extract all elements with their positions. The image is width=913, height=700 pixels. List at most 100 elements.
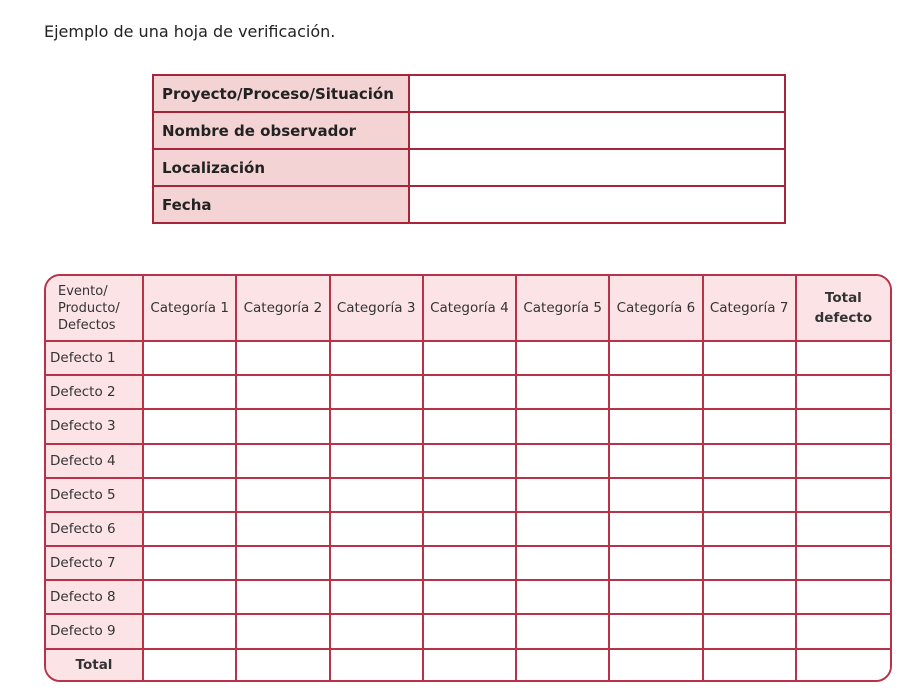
tally-cell[interactable] — [330, 615, 424, 650]
defect-label: Defecto 5 — [46, 478, 144, 513]
tally-cell[interactable] — [610, 376, 704, 411]
tally-cell[interactable] — [517, 478, 611, 513]
tally-cell[interactable] — [517, 376, 611, 411]
total-header-line: defecto — [814, 310, 873, 326]
tally-cell[interactable] — [423, 615, 517, 650]
tally-cell[interactable] — [517, 615, 611, 650]
tally-cell[interactable] — [330, 547, 424, 582]
tally-cell[interactable] — [796, 615, 890, 650]
corner-header-line: Evento/ — [58, 283, 108, 299]
tally-cell[interactable] — [237, 376, 331, 411]
tally-cell[interactable] — [423, 376, 517, 411]
tally-cell[interactable] — [423, 512, 517, 548]
tally-cell[interactable] — [517, 649, 611, 680]
category-header: Categoría 4 — [423, 276, 517, 342]
info-value-field[interactable] — [408, 185, 786, 224]
tally-cell[interactable] — [517, 547, 611, 582]
tally-cell[interactable] — [796, 478, 890, 513]
info-row: Fecha — [152, 185, 786, 224]
tally-cell[interactable] — [703, 376, 797, 411]
tally-cell[interactable] — [610, 342, 704, 377]
tally-cell[interactable] — [237, 512, 331, 548]
tally-cell[interactable] — [517, 342, 611, 377]
tally-cell[interactable] — [144, 547, 238, 582]
tally-cell[interactable] — [330, 581, 424, 616]
tally-cell[interactable] — [796, 649, 890, 680]
tally-cell[interactable] — [237, 615, 331, 650]
tally-cell[interactable] — [610, 581, 704, 616]
tally-cell[interactable] — [423, 410, 517, 445]
tally-cell[interactable] — [517, 410, 611, 445]
tally-cell[interactable] — [703, 444, 797, 479]
tally-cell[interactable] — [703, 478, 797, 513]
tally-cell[interactable] — [330, 444, 424, 479]
total-row: Total — [46, 649, 890, 680]
tally-cell[interactable] — [144, 376, 238, 411]
tally-cell[interactable] — [144, 478, 238, 513]
tally-cell[interactable] — [330, 478, 424, 513]
tally-cell[interactable] — [423, 547, 517, 582]
tally-cell[interactable] — [144, 512, 238, 548]
tally-cell[interactable] — [703, 410, 797, 445]
tally-cell[interactable] — [796, 547, 890, 582]
table-row: Defecto 6 — [46, 512, 890, 548]
defect-label: Defecto 1 — [46, 342, 144, 377]
tally-cell[interactable] — [330, 649, 424, 680]
tally-cell[interactable] — [423, 581, 517, 616]
tally-cell[interactable] — [330, 512, 424, 548]
tally-cell[interactable] — [330, 342, 424, 377]
tally-cell[interactable] — [237, 342, 331, 377]
tally-cell[interactable] — [796, 444, 890, 479]
tally-cell[interactable] — [610, 615, 704, 650]
tally-cell[interactable] — [237, 649, 331, 680]
tally-cell[interactable] — [517, 581, 611, 616]
tally-cell[interactable] — [144, 444, 238, 479]
tally-cell[interactable] — [144, 615, 238, 650]
tally-cell[interactable] — [144, 410, 238, 445]
check-sheet-table: Evento/Producto/Defectos Categoría 1 Categ… — [44, 274, 892, 682]
tally-cell[interactable] — [330, 376, 424, 411]
tally-cell[interactable] — [144, 342, 238, 377]
tally-cell[interactable] — [423, 478, 517, 513]
tally-cell[interactable] — [703, 342, 797, 377]
tally-cell[interactable] — [796, 376, 890, 411]
tally-cell[interactable] — [610, 512, 704, 548]
tally-cell[interactable] — [610, 444, 704, 479]
tally-cell[interactable] — [610, 649, 704, 680]
info-row: Localización — [152, 148, 786, 187]
tally-cell[interactable] — [703, 581, 797, 616]
tally-cell[interactable] — [237, 444, 331, 479]
tally-cell[interactable] — [703, 512, 797, 548]
total-label: Total — [46, 649, 144, 680]
category-header: Categoría 1 — [144, 276, 238, 342]
tally-cell[interactable] — [423, 342, 517, 377]
tally-cell[interactable] — [796, 512, 890, 548]
tally-cell[interactable] — [237, 581, 331, 616]
info-label: Nombre de observador — [152, 111, 410, 150]
tally-cell[interactable] — [796, 410, 890, 445]
info-value-field[interactable] — [408, 148, 786, 187]
tally-cell[interactable] — [796, 342, 890, 377]
tally-cell[interactable] — [796, 581, 890, 616]
tally-cell[interactable] — [610, 410, 704, 445]
info-value-field[interactable] — [408, 111, 786, 150]
tally-cell[interactable] — [237, 478, 331, 513]
tally-cell[interactable] — [144, 649, 238, 680]
tally-cell[interactable] — [423, 444, 517, 479]
tally-cell[interactable] — [517, 444, 611, 479]
tally-cell[interactable] — [703, 547, 797, 582]
tally-cell[interactable] — [237, 547, 331, 582]
info-value-field[interactable] — [408, 74, 786, 113]
tally-cell[interactable] — [703, 615, 797, 650]
tally-cell[interactable] — [517, 512, 611, 548]
table-row: Defecto 8 — [46, 581, 890, 616]
tally-cell[interactable] — [610, 478, 704, 513]
tally-cell[interactable] — [703, 649, 797, 680]
tally-cell[interactable] — [144, 581, 238, 616]
tally-cell[interactable] — [237, 410, 331, 445]
tally-cell[interactable] — [330, 410, 424, 445]
total-defect-header: Total defecto — [796, 276, 890, 342]
tally-cell[interactable] — [610, 547, 704, 582]
info-label: Localización — [152, 148, 410, 187]
tally-cell[interactable] — [423, 649, 517, 680]
